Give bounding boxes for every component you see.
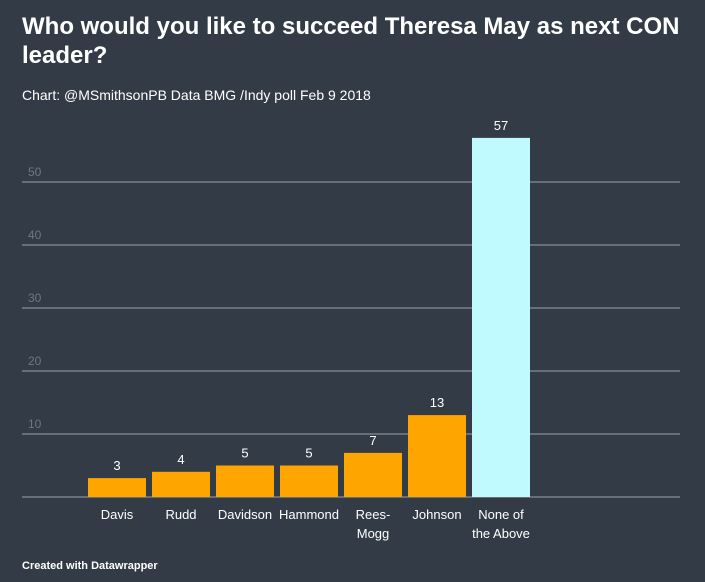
bars: [88, 137, 530, 497]
category-label: Rudd: [165, 507, 196, 522]
bar: [472, 137, 530, 497]
bar: [344, 452, 402, 497]
chart-subtitle: Chart: @MSmithsonPB Data BMG /Indy poll …: [22, 87, 371, 103]
bar-value-label: 57: [494, 118, 508, 133]
category-label: Rees-Mogg: [356, 507, 391, 541]
bar-value-label: 7: [369, 433, 376, 448]
bar: [216, 465, 274, 497]
y-tick-label: 10: [28, 417, 42, 431]
y-tick-label: 30: [28, 291, 42, 305]
bar: [88, 478, 146, 497]
bar: [152, 471, 210, 497]
category-label: Davis: [101, 507, 134, 522]
y-tick-label: 20: [28, 354, 42, 368]
category-label: Hammond: [279, 507, 339, 522]
gridlines: 10 20 30 40 50: [22, 165, 680, 498]
chart-title: Who would you like to succeed Theresa Ma…: [22, 13, 680, 69]
bar-value-label: 13: [430, 395, 444, 410]
category-label: Davidson: [218, 507, 272, 522]
bar: [408, 415, 466, 497]
labels: 3 Davis 4 Rudd 5 Davidson 5 Hammond 7 Rees-Mogg 13…: [101, 118, 530, 541]
category-label: Johnson: [412, 507, 461, 522]
bar: [280, 465, 338, 497]
y-tick-label: 50: [28, 165, 42, 179]
datawrapper-credit: Created with Datawrapper: [22, 560, 158, 572]
bar-value-label: 5: [305, 446, 312, 461]
y-tick-label: 40: [28, 228, 42, 242]
category-label: None of the Above: [472, 507, 530, 541]
bar-value-label: 3: [113, 458, 120, 473]
bar-chart: 10 20 30 40 50 3 Davis 4 Rudd 5 Davidson 5 Hammond 7…: [22, 118, 680, 541]
bar-value-label: 4: [177, 452, 184, 467]
bar-value-label: 5: [241, 446, 248, 461]
